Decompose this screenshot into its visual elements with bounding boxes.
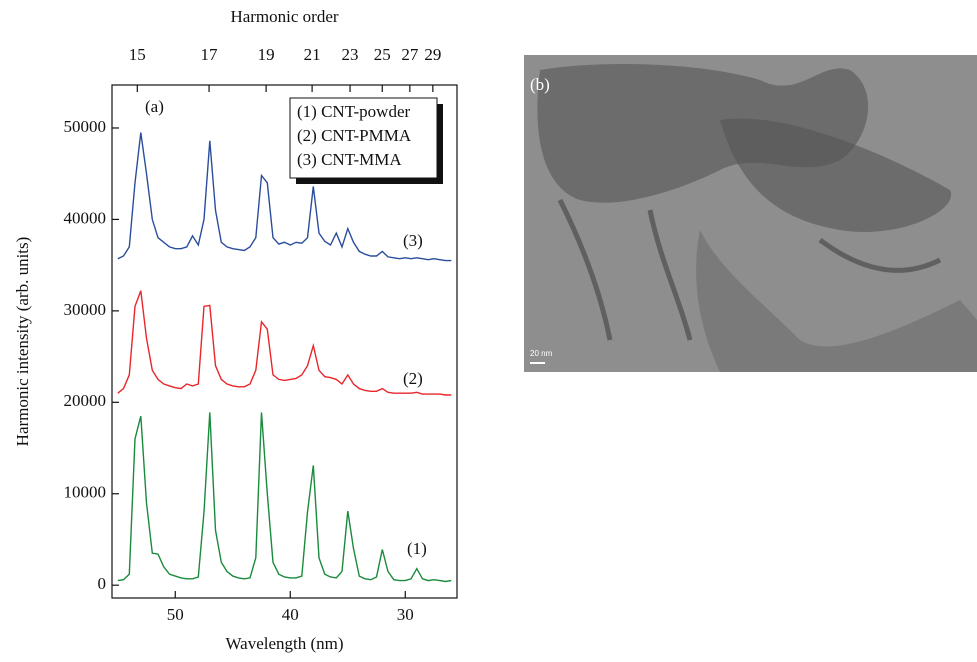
annotation: (3) [403,231,423,250]
image-texture [557,198,942,341]
annotation: (2) [403,369,423,388]
y-tick-label: 30000 [64,300,107,319]
annotation: (1) [407,539,427,558]
spectrum-line [117,132,452,262]
legend-entry: (3) CNT-MMA [297,150,402,169]
y-tick-label: 10000 [64,483,107,502]
x2-tick-label: 29 [424,45,441,64]
y-tick-label: 40000 [64,208,107,227]
x2-tick-label: 25 [374,45,391,64]
x-tick-label: 50 [167,605,184,624]
x2-tick-label: 23 [342,45,359,64]
y-axis-label: Harmonic intensity (arb. units) [13,237,32,447]
spectrum-line [117,290,452,396]
image-texture [537,64,869,203]
x2-tick-label: 19 [258,45,275,64]
x2-tick-label: 17 [201,45,219,64]
panel-label: (b) [530,75,550,94]
plot-frame [111,84,458,599]
annotation: (a) [145,97,164,116]
spectrum-line [117,412,452,583]
tem-image: 20 nm (b) [524,55,977,372]
x2-tick-label: 21 [304,45,321,64]
x-tick-label: 40 [282,605,299,624]
x2-tick-label: 15 [129,45,146,64]
y-tick-label: 0 [98,574,107,593]
x-axis-label: Wavelength (nm) [225,634,343,653]
scale-bar-label: 20 nm [530,349,553,358]
image-texture [720,118,952,232]
legend-box [289,97,438,179]
y-tick-label: 50000 [64,117,107,136]
x-tick-label: 30 [397,605,414,624]
x2-axis-label: Harmonic order [230,7,338,26]
legend-entry: (1) CNT-powder [297,102,410,121]
x2-tick-label: 27 [401,45,419,64]
image-texture [696,230,977,372]
legend-entry: (2) CNT-PMMA [297,126,412,145]
y-tick-label: 20000 [64,391,107,410]
